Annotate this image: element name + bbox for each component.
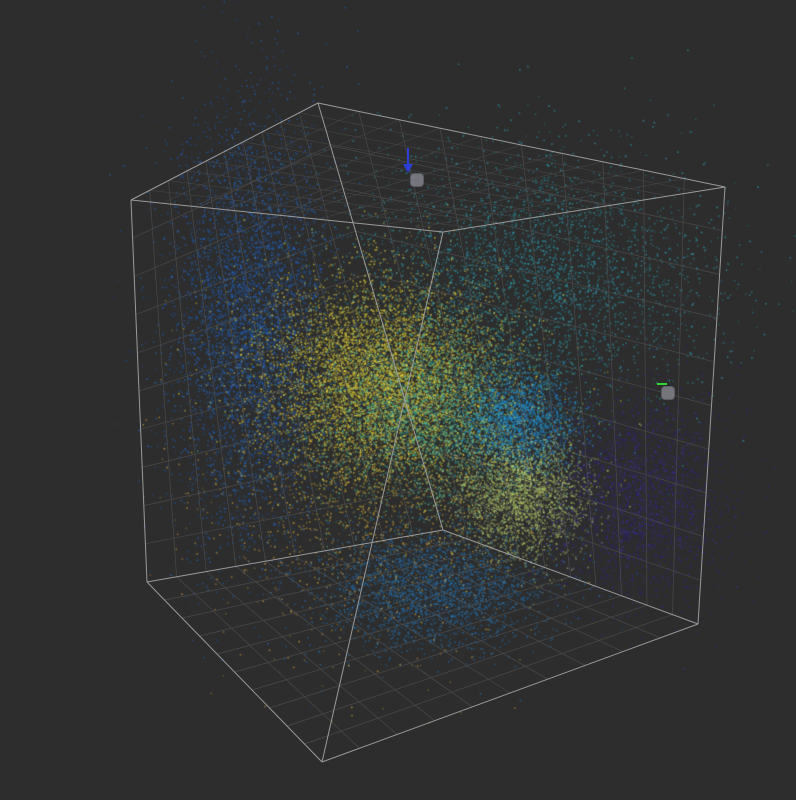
y-axis-handle[interactable] <box>661 386 675 400</box>
z-axis-handle[interactable] <box>410 173 424 187</box>
